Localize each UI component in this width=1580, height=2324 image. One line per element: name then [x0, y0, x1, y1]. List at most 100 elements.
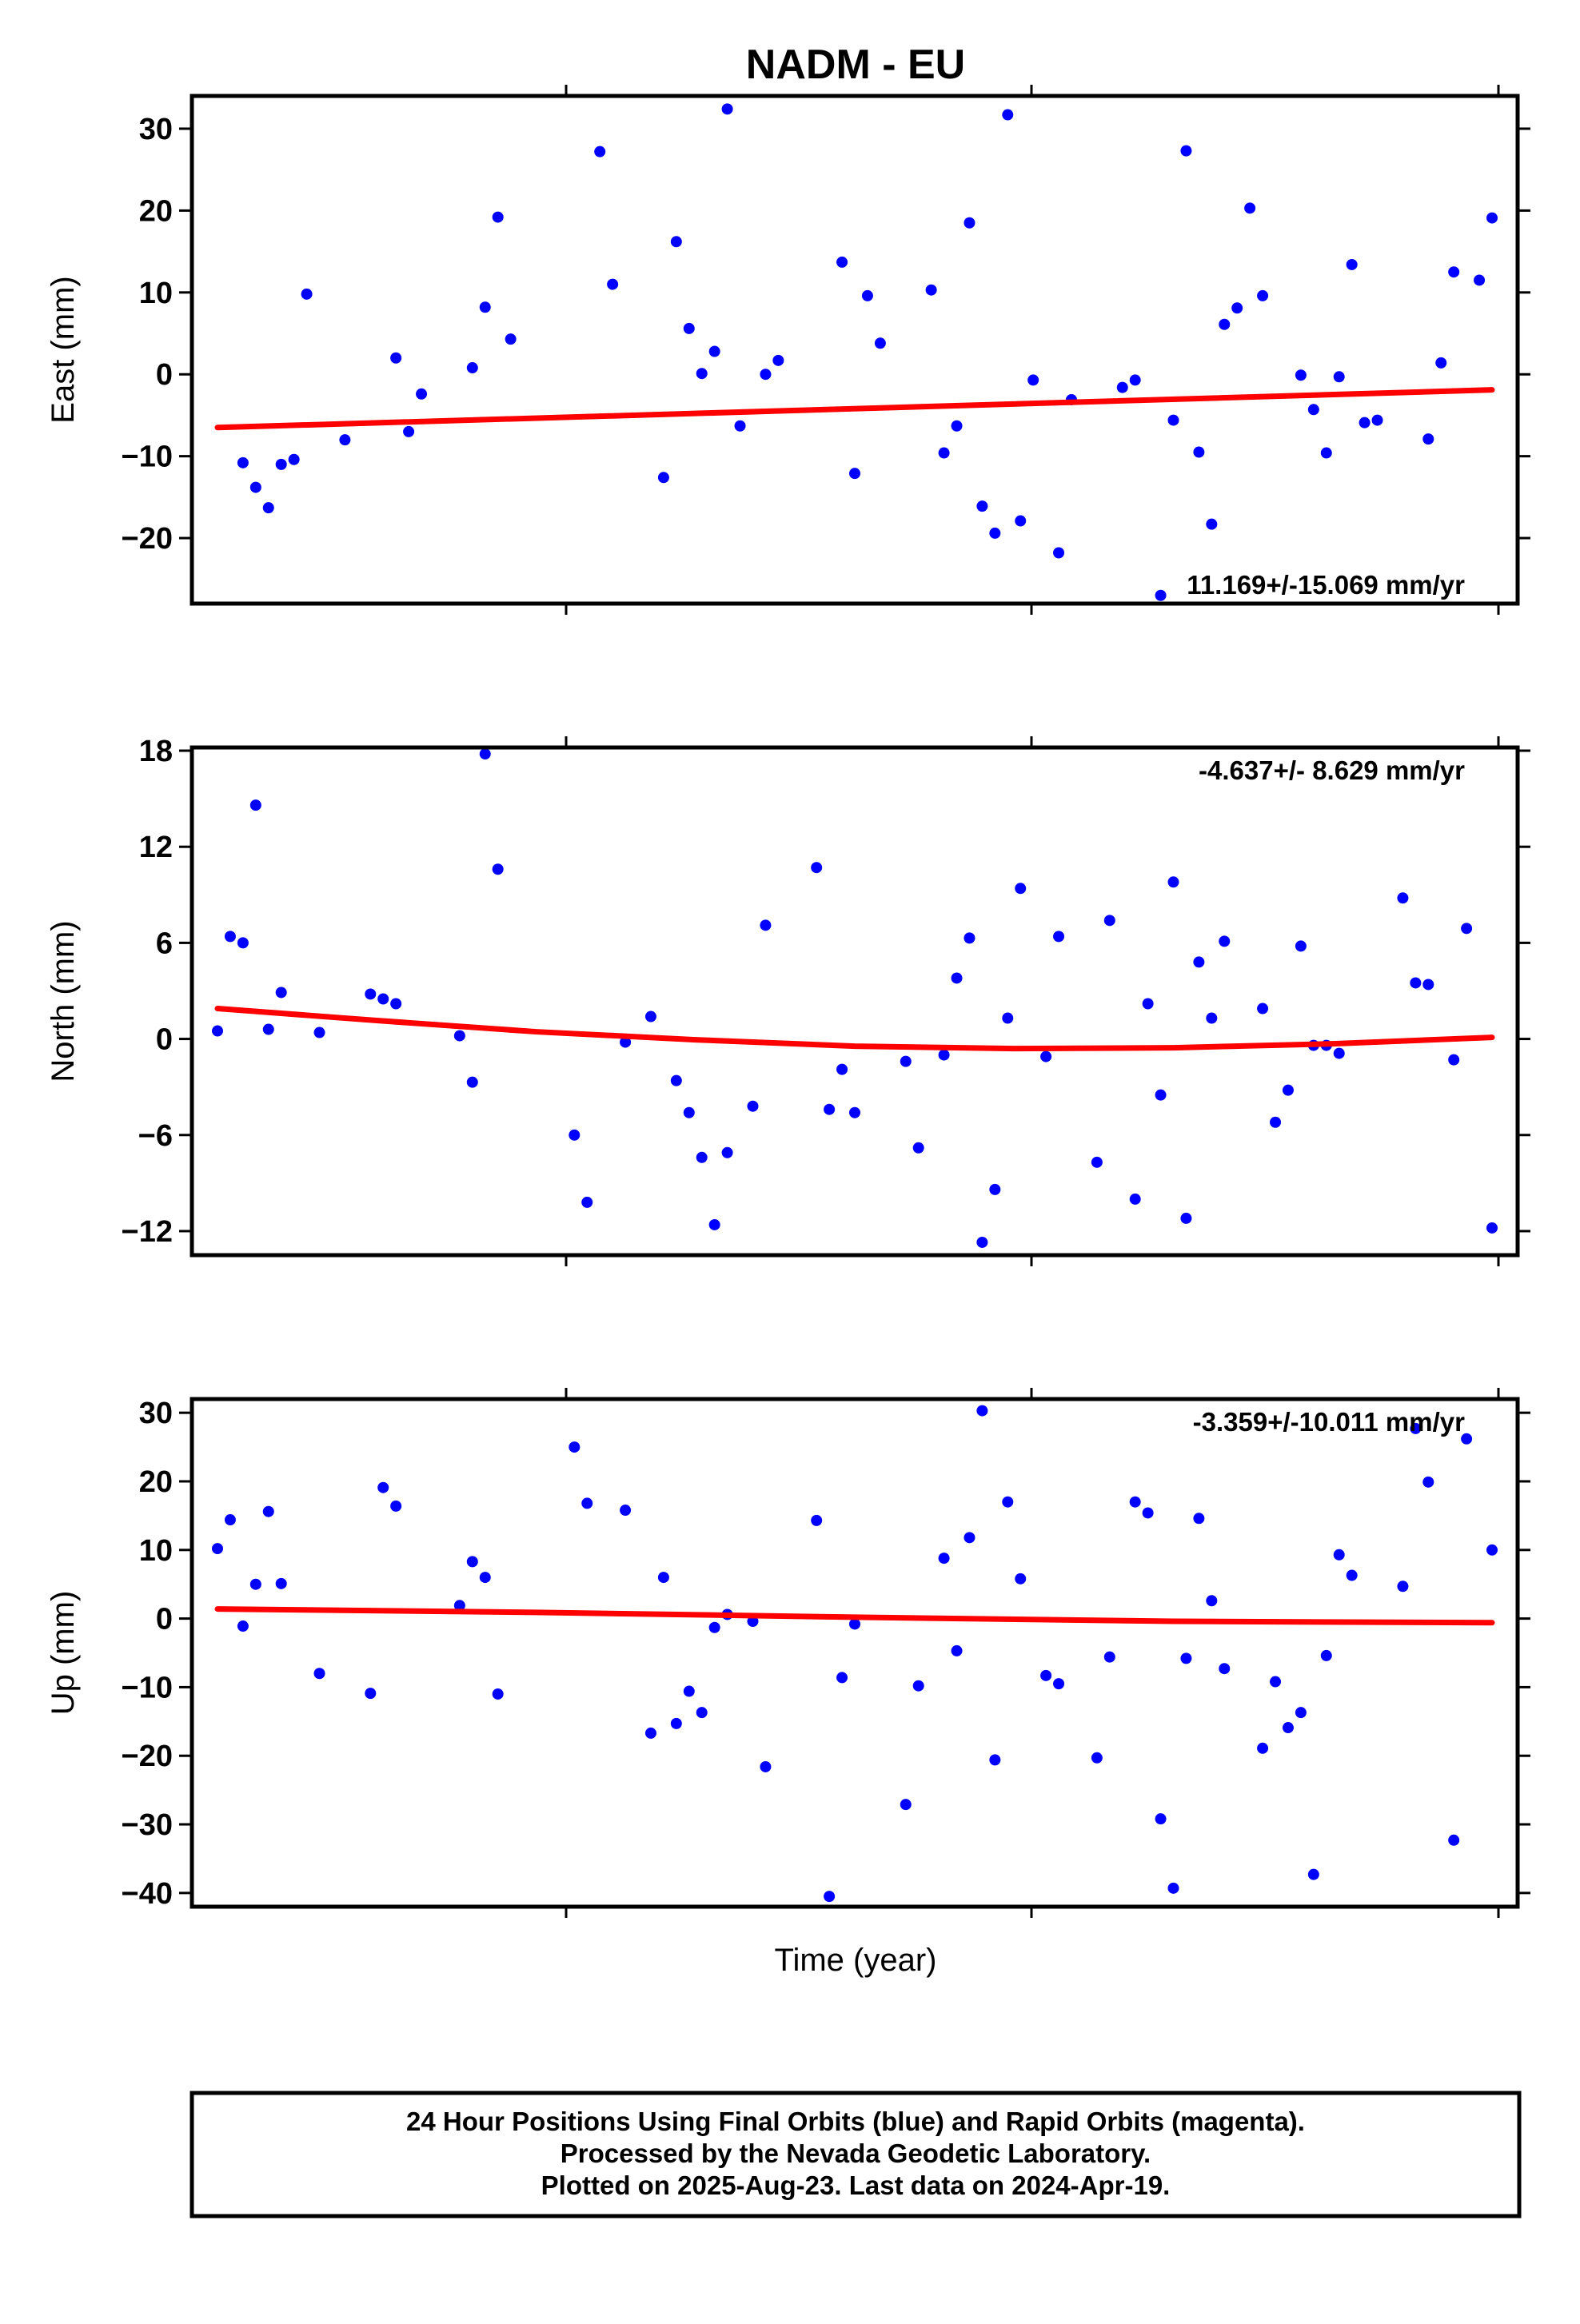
data-point [1422, 433, 1434, 445]
data-point [249, 1578, 261, 1590]
data-point [453, 1030, 465, 1042]
data-point [1257, 1742, 1269, 1754]
data-point [1002, 1012, 1014, 1024]
data-point [212, 1543, 223, 1555]
data-point [224, 1514, 236, 1526]
footer-line-2: Processed by the Nevada Geodetic Laborat… [561, 2139, 1151, 2168]
data-point [721, 103, 733, 115]
data-point [1410, 1422, 1422, 1434]
data-point [1422, 979, 1434, 991]
data-point [1053, 1678, 1065, 1690]
rate-label-east: 11.169+/-15.069 mm/yr [1187, 570, 1465, 600]
data-point [1359, 417, 1371, 429]
data-point [1371, 414, 1383, 426]
data-point [1206, 518, 1218, 530]
data-point [1307, 404, 1319, 416]
data-point [964, 932, 976, 944]
data-point [644, 1011, 656, 1022]
data-point [479, 1572, 491, 1584]
data-point [951, 972, 963, 984]
data-point [237, 456, 249, 468]
data-point [989, 1754, 1001, 1766]
data-point [594, 145, 606, 157]
data-point [1206, 1595, 1218, 1607]
data-point [262, 1023, 274, 1035]
data-point [747, 1100, 759, 1112]
data-point [696, 1707, 708, 1719]
data-point [275, 458, 287, 470]
data-point [1346, 258, 1358, 270]
footer-box: 24 Hour Positions Using Final Orbits (bl… [190, 2091, 1522, 2218]
data-point [1422, 1476, 1434, 1488]
data-point [1116, 381, 1128, 393]
data-points-up [212, 1405, 1498, 1903]
data-point [1219, 318, 1231, 330]
data-point [976, 1236, 988, 1248]
data-point [262, 502, 274, 514]
data-point [1103, 915, 1115, 927]
trend-line-east [214, 387, 1495, 431]
data-point [275, 1577, 287, 1589]
data-point [1142, 998, 1154, 1010]
y-tick-label-up: 0 [156, 1603, 173, 1636]
y-tick-label-east: 30 [139, 113, 173, 146]
y-tick-label-north: 6 [156, 927, 173, 960]
data-point [262, 1505, 274, 1517]
y-tick-label-up: 10 [139, 1534, 173, 1568]
data-point [1103, 1651, 1115, 1663]
data-point [811, 862, 823, 874]
data-point [237, 937, 249, 949]
data-point [1397, 1581, 1409, 1593]
data-point [1486, 1222, 1498, 1234]
data-point [492, 211, 504, 223]
panel-frame-up [190, 1397, 1520, 1909]
data-point [951, 1644, 963, 1656]
data-point [581, 1196, 593, 1208]
data-point [1091, 1156, 1103, 1168]
data-point [989, 1183, 1001, 1195]
data-point [1091, 1752, 1103, 1764]
data-point [1180, 145, 1192, 157]
x-axis-label: Time (year) [775, 1943, 937, 1978]
data-point [479, 748, 491, 760]
data-point [683, 322, 695, 334]
data-point [403, 425, 415, 437]
data-point [365, 1688, 377, 1700]
data-point [683, 1106, 695, 1118]
data-point [670, 1717, 682, 1729]
data-point [377, 1481, 389, 1493]
data-point [275, 987, 287, 999]
y-tick-label-east: −20 [122, 522, 173, 556]
y-tick-label-north: 0 [156, 1023, 173, 1057]
data-point [390, 998, 402, 1010]
data-point [874, 337, 886, 349]
y-tick-label-up: −30 [122, 1808, 173, 1842]
data-point [377, 993, 389, 1005]
data-point [492, 1688, 504, 1700]
panel-up: 30 20 10 0 −10 −20 −30 −40 Up (mm) -3.359+/-10.01… [46, 1388, 1530, 1918]
data-point [249, 799, 261, 811]
data-point [1015, 515, 1027, 527]
data-point [1027, 374, 1039, 386]
data-point [1474, 274, 1486, 286]
data-point [657, 1572, 669, 1584]
data-point [938, 447, 950, 459]
data-point [390, 1500, 402, 1512]
data-point [1155, 1813, 1167, 1825]
panel-north: 18 12 6 0 −6 −12 North (mm) -4.637+/- 8.629 mm/… [46, 735, 1530, 1266]
data-point [696, 1151, 708, 1163]
data-point [772, 354, 784, 366]
data-point [1333, 1047, 1345, 1059]
data-point [1461, 1433, 1473, 1445]
panel-frame-east [190, 94, 1520, 606]
data-point [1002, 109, 1014, 121]
data-point [581, 1497, 593, 1509]
data-point [620, 1036, 632, 1048]
data-point [1231, 302, 1243, 314]
data-point [811, 1514, 823, 1526]
data-point [1053, 931, 1065, 943]
data-point [925, 284, 937, 296]
data-point [288, 453, 300, 465]
data-point [760, 1760, 772, 1772]
